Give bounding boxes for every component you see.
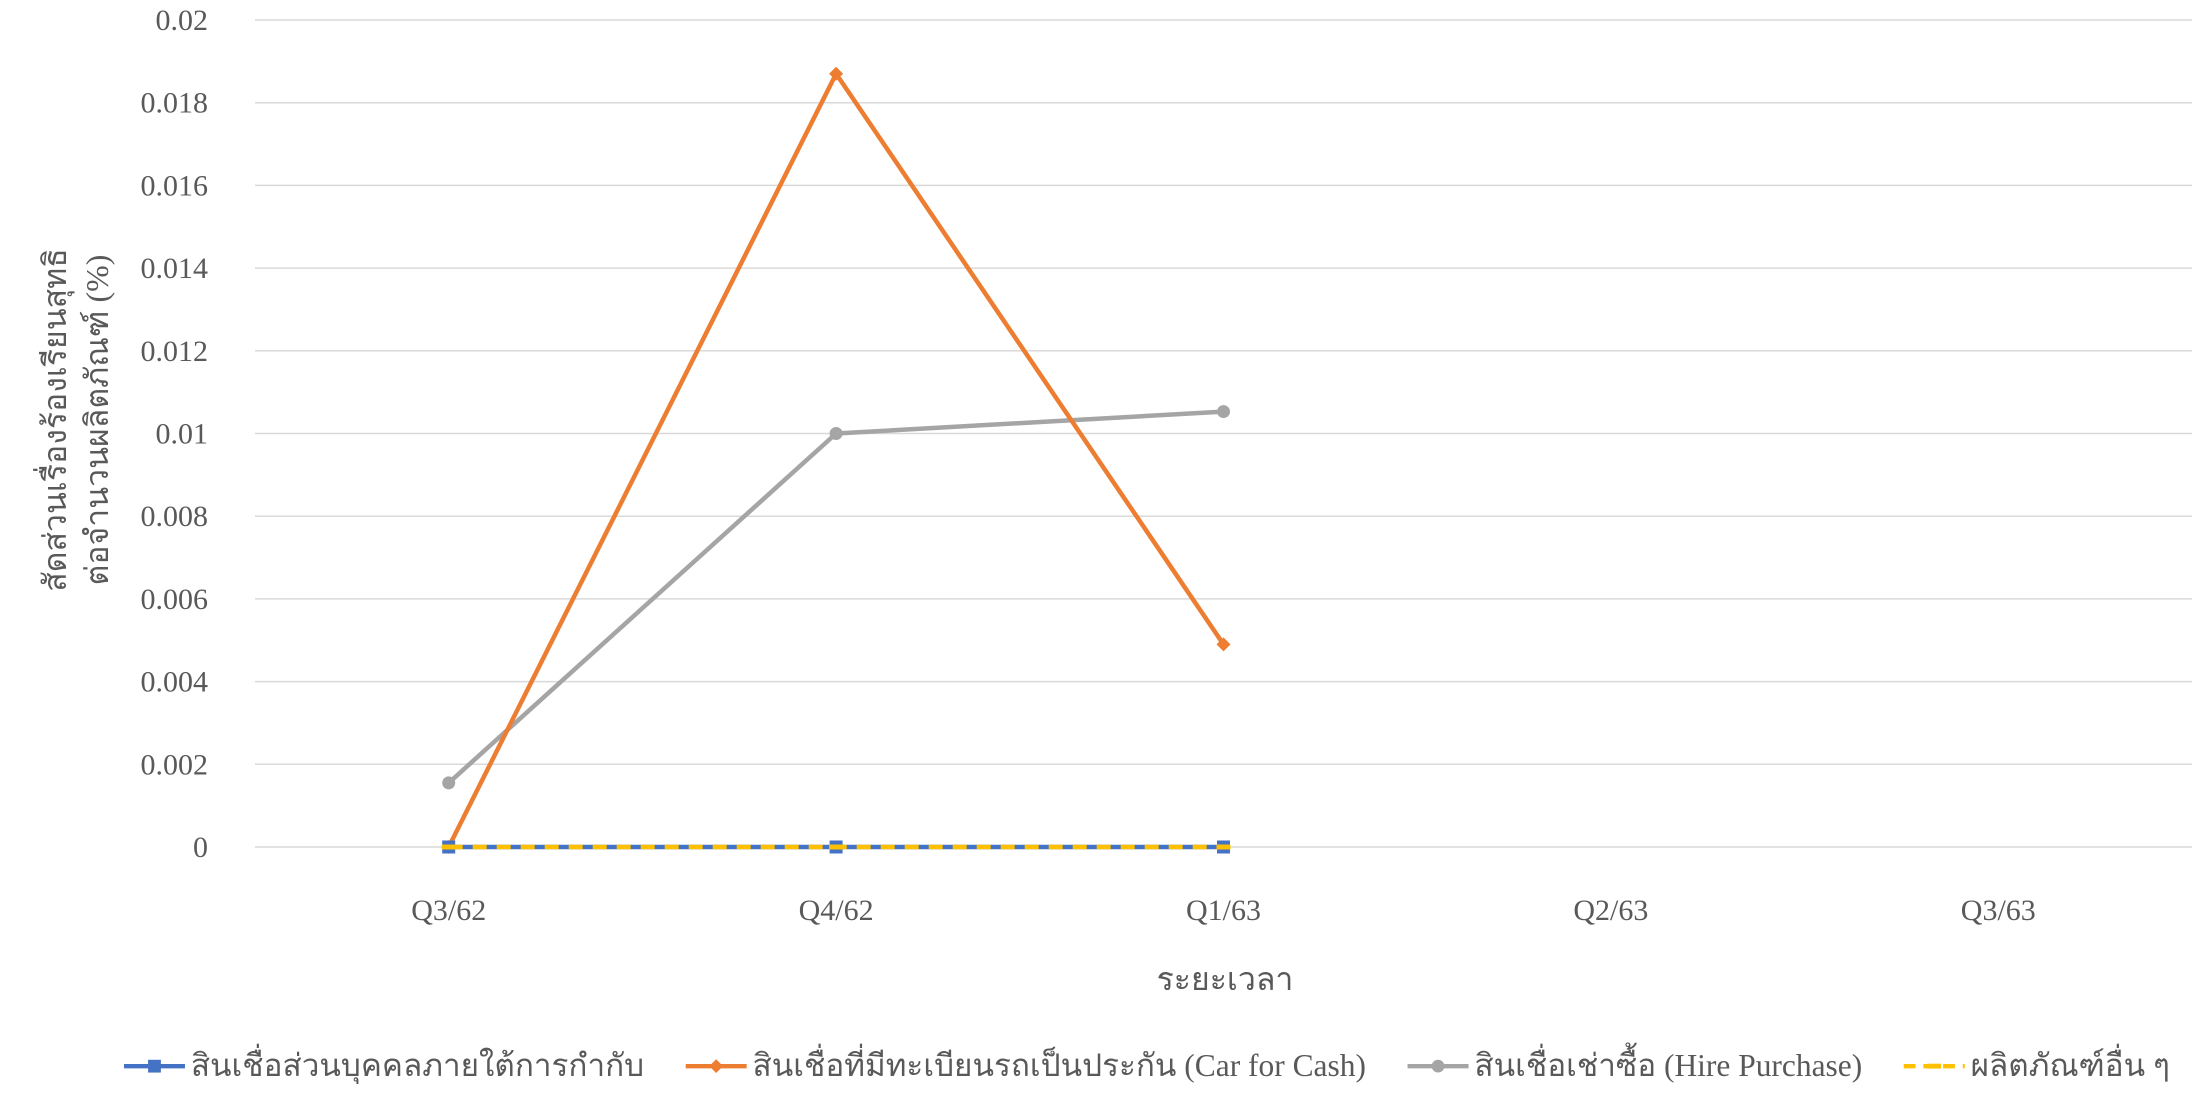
legend-item: สินเชื่อที่มีทะเบียนรถเป็นประกัน (Car fo… (686, 1043, 1366, 1083)
y-tick-label: 0.01 (156, 418, 209, 451)
legend-label: สินเชื่อเช่าซื้อ (Hire Purchase) (1474, 1042, 1862, 1083)
series-lines (449, 74, 1224, 847)
legend-key-marker (149, 1060, 161, 1072)
x-tick-label: Q3/62 (411, 894, 486, 927)
y-tick-label: 0 (193, 831, 208, 864)
legend-label: ผลิตภัณฑ์อื่น ๆ (1971, 1043, 2170, 1083)
data-point (442, 776, 455, 789)
x-axis-tick-labels: Q3/62 Q4/62 Q1/63 Q2/63 Q3/63 (411, 894, 2036, 927)
y-tick-label: 0.002 (141, 748, 209, 781)
y-tick-label: 0.016 (141, 169, 209, 202)
legend-key-marker (709, 1059, 723, 1073)
legend-label: สินเชื่อส่วนบุคคลภายใต้การกำกับ (191, 1043, 644, 1085)
legend-label: สินเชื่อที่มีทะเบียนรถเป็นประกัน (Car fo… (753, 1043, 1366, 1083)
y-tick-label: 0.018 (141, 87, 209, 120)
y-axis-title: สัดส่วนเรื่องร้องเรียนสุทธิ ต่อจำนวนผลิต… (33, 248, 115, 592)
y-axis-title-line-1: สัดส่วนเรื่องร้องเรียนสุทธิ (33, 248, 75, 592)
x-axis-title: ระยะเวลา (1157, 961, 1294, 997)
data-point (442, 845, 456, 850)
legend-item: สินเชื่อส่วนบุคคลภายใต้การกำกับ (124, 1043, 644, 1085)
legend-item: ผลิตภัณฑ์อื่น ๆ (1904, 1043, 2170, 1083)
x-tick-label: Q2/63 (1573, 894, 1648, 927)
legend-key-marker (1927, 1064, 1941, 1069)
legend-key-marker (1432, 1060, 1445, 1073)
y-tick-label: 0.008 (141, 500, 209, 533)
x-tick-label: Q4/62 (799, 894, 874, 927)
data-point (830, 427, 843, 440)
series-line (449, 412, 1224, 783)
y-tick-label: 0.014 (141, 252, 209, 285)
data-point (1217, 845, 1231, 850)
x-tick-label: Q3/63 (1961, 894, 2036, 927)
y-tick-label: 0.012 (141, 335, 209, 368)
gridlines (255, 20, 2192, 847)
y-tick-label: 0.006 (141, 583, 209, 616)
series-line (449, 74, 1224, 847)
x-tick-label: Q1/63 (1186, 894, 1261, 927)
y-tick-label: 0.02 (156, 4, 209, 37)
data-point (1217, 405, 1230, 418)
y-axis-tick-labels: 0 0.002 0.004 0.006 0.008 0.01 0.012 0.014 0.016… (141, 4, 209, 864)
data-point (829, 845, 843, 850)
legend: สินเชื่อส่วนบุคคลภายใต้การกำกับ สินเชื่อท… (124, 1042, 2170, 1085)
legend-item: สินเชื่อเช่าซื้อ (Hire Purchase) (1408, 1042, 1863, 1083)
y-axis-title-line-2: ต่อจำนวนผลิตภัณฑ์ (%) (79, 255, 115, 586)
y-tick-label: 0.004 (141, 666, 209, 699)
